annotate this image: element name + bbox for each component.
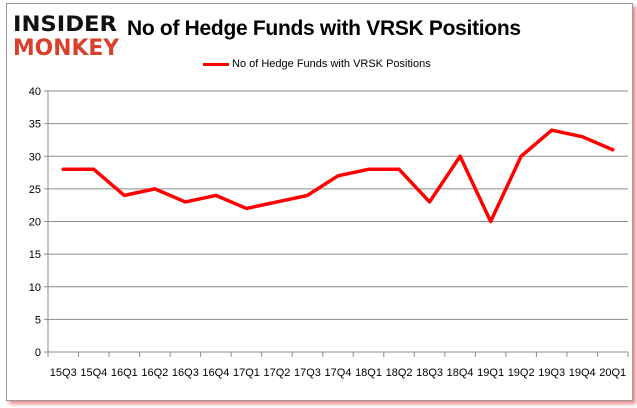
x-tick-label: 17Q4 — [325, 367, 352, 379]
x-tick-label: 18Q2 — [386, 367, 413, 379]
y-tick-label: 10 — [29, 282, 41, 294]
x-tick-label: 16Q4 — [202, 367, 229, 379]
x-tick-label: 19Q1 — [477, 367, 504, 379]
x-tick-label: 17Q1 — [233, 367, 260, 379]
data-point — [428, 200, 432, 204]
chart-title: No of Hedge Funds with VRSK Positions — [127, 17, 521, 40]
x-tick-label: 19Q3 — [538, 367, 565, 379]
x-tick-label: 18Q4 — [447, 367, 474, 379]
data-point — [397, 167, 401, 171]
legend-label: No of Hedge Funds with VRSK Positions — [232, 58, 431, 70]
chart-frame: INSIDER MONKEY No of Hedge Funds with VR… — [6, 3, 633, 401]
data-point — [305, 193, 309, 197]
y-tick-label: 20 — [29, 217, 41, 229]
x-tick-label: 19Q4 — [569, 367, 596, 379]
data-point — [611, 148, 615, 152]
x-tick-label: 15Q4 — [80, 367, 107, 379]
data-point — [489, 220, 493, 223]
x-tick-label: 17Q2 — [263, 367, 290, 379]
x-tick-label: 18Q1 — [355, 367, 382, 379]
logo-line1: INSIDER — [13, 12, 117, 36]
data-point — [61, 167, 65, 171]
x-tick-label: 16Q1 — [111, 367, 138, 379]
y-tick-label: 35 — [29, 119, 41, 131]
data-point — [275, 200, 279, 204]
data-point — [336, 174, 340, 178]
legend: No of Hedge Funds with VRSK Positions — [203, 58, 431, 70]
x-tick-label: 17Q3 — [294, 367, 321, 379]
data-point — [214, 193, 218, 197]
plot-area: 0 5 10 15 20 25 30 35 40 15Q3 15Q4 16Q1 16Q2 16Q3 16Q4… — [29, 86, 629, 379]
legend-swatch — [203, 62, 229, 66]
data-point — [92, 167, 96, 171]
data-point — [580, 135, 584, 139]
y-tick-label: 25 — [29, 184, 41, 196]
y-tick-label: 40 — [29, 86, 41, 98]
data-point — [183, 200, 187, 204]
x-tick-label: 15Q3 — [50, 367, 77, 379]
y-tick-label: 5 — [35, 314, 41, 326]
data-point — [458, 154, 462, 158]
data-point — [367, 167, 371, 171]
y-tick-label: 30 — [29, 151, 41, 163]
y-tick-label: 15 — [29, 249, 41, 261]
insider-monkey-logo: INSIDER MONKEY — [13, 12, 120, 58]
data-point — [550, 128, 554, 132]
x-tick-label: 16Q2 — [141, 367, 168, 379]
data-point — [244, 206, 248, 210]
x-tick-label: 18Q3 — [416, 367, 443, 379]
x-tick-label: 19Q2 — [508, 367, 535, 379]
logo-line2: MONKEY — [13, 36, 120, 58]
x-tick-label: 20Q1 — [599, 367, 626, 379]
x-tick-label: 16Q3 — [172, 367, 199, 379]
data-point — [122, 193, 126, 197]
data-point — [519, 154, 523, 158]
y-tick-label: 0 — [35, 347, 41, 359]
data-point — [153, 187, 157, 191]
